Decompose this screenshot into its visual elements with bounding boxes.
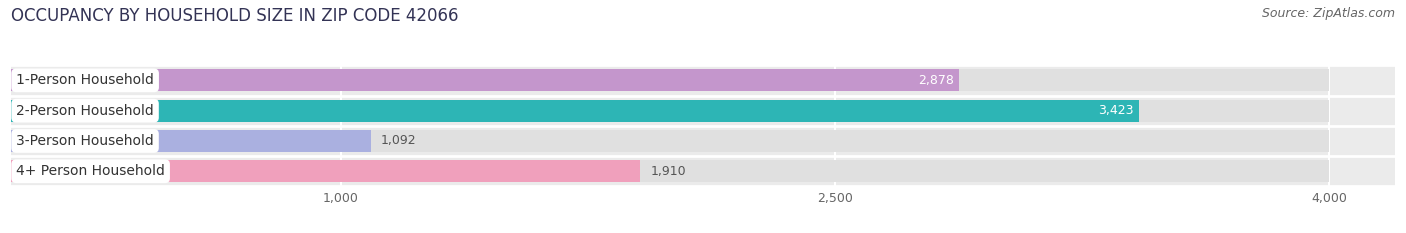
Bar xyxy=(11,96,1395,126)
Text: 1,910: 1,910 xyxy=(651,165,686,178)
Text: OCCUPANCY BY HOUSEHOLD SIZE IN ZIP CODE 42066: OCCUPANCY BY HOUSEHOLD SIZE IN ZIP CODE … xyxy=(11,7,458,25)
Text: 3,423: 3,423 xyxy=(1098,104,1133,117)
Bar xyxy=(11,130,371,152)
Bar xyxy=(11,100,1139,122)
Bar xyxy=(11,69,959,91)
Bar xyxy=(11,69,1329,91)
Bar xyxy=(11,65,1395,96)
Text: Source: ZipAtlas.com: Source: ZipAtlas.com xyxy=(1261,7,1395,20)
Text: 3-Person Household: 3-Person Household xyxy=(17,134,153,148)
Bar xyxy=(11,126,1395,156)
Text: 2-Person Household: 2-Person Household xyxy=(17,104,153,118)
Text: 4+ Person Household: 4+ Person Household xyxy=(17,164,165,178)
Text: 2,878: 2,878 xyxy=(918,74,955,87)
Text: 1,092: 1,092 xyxy=(381,134,416,147)
Bar xyxy=(11,160,640,182)
Text: 1-Person Household: 1-Person Household xyxy=(17,73,155,87)
Bar xyxy=(11,100,1329,122)
Bar xyxy=(11,130,1329,152)
Bar xyxy=(11,156,1395,186)
Bar xyxy=(11,160,1329,182)
